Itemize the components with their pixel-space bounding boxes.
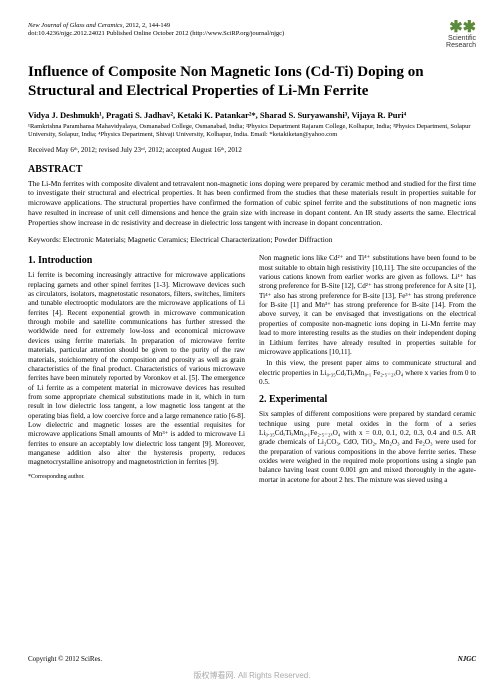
left-column: 1. Introduction Li ferrite is becoming i…	[28, 254, 245, 485]
page-footer: Copyright © 2012 SciRes. NJGC	[0, 655, 504, 663]
publisher-logo-icon: ✱✱	[446, 22, 476, 35]
abstract-heading: ABSTRACT	[28, 164, 476, 175]
publisher-name-bottom: Research	[446, 42, 476, 49]
journal-vol: , 2012, 2, 144-149	[122, 22, 170, 29]
doi-line: doi:10.4236/njgc.2012.24021 Published On…	[28, 30, 284, 37]
section-1-para: Li ferrite is becoming increasingly attr…	[28, 271, 245, 468]
paper-title: Influence of Composite Non Magnetic Ions…	[28, 63, 476, 101]
corresponding-author: *Corresponding author.	[28, 474, 245, 482]
watermark: 版权博看网. All Rights Reserved.	[0, 670, 504, 681]
journal-abbr: NJGC	[458, 655, 476, 663]
authors: Vidya J. Deshmukh¹, Pragati S. Jadhav², …	[28, 110, 476, 120]
right-para-2: In this view, the present paper aims to …	[259, 359, 476, 387]
section-2-heading: 2. Experimental	[259, 393, 476, 406]
right-column: Non magnetic ions like Cd²⁺ and Ti⁴⁺ sub…	[259, 254, 476, 485]
right-para-1: Non magnetic ions like Cd²⁺ and Ti⁴⁺ sub…	[259, 254, 476, 357]
page: New Journal of Glass and Ceramics, 2012,…	[0, 0, 504, 485]
publisher-name-top: Scientific	[446, 35, 476, 42]
dates: Received May 6ᵗʰ, 2012; revised July 23ʳ…	[28, 146, 476, 154]
journal-name: New Journal of Glass and Ceramics	[28, 22, 122, 29]
body-columns: 1. Introduction Li ferrite is becoming i…	[28, 254, 476, 485]
abstract-text: The Li-Mn ferrites with composite divale…	[28, 179, 476, 228]
keywords: Keywords: Electronic Materials; Magnetic…	[28, 235, 476, 244]
section-2-para: Six samples of different compositions we…	[259, 410, 476, 485]
copyright: Copyright © 2012 SciRes.	[28, 655, 102, 663]
page-header: New Journal of Glass and Ceramics, 2012,…	[28, 22, 476, 49]
journal-info: New Journal of Glass and Ceramics, 2012,…	[28, 22, 284, 39]
affiliations: ¹Ramkrishna Paramhansa Mahavidyalaya, Os…	[28, 123, 476, 139]
section-1-heading: 1. Introduction	[28, 254, 245, 267]
publisher-logo: ✱✱ Scientific Research	[446, 22, 476, 49]
